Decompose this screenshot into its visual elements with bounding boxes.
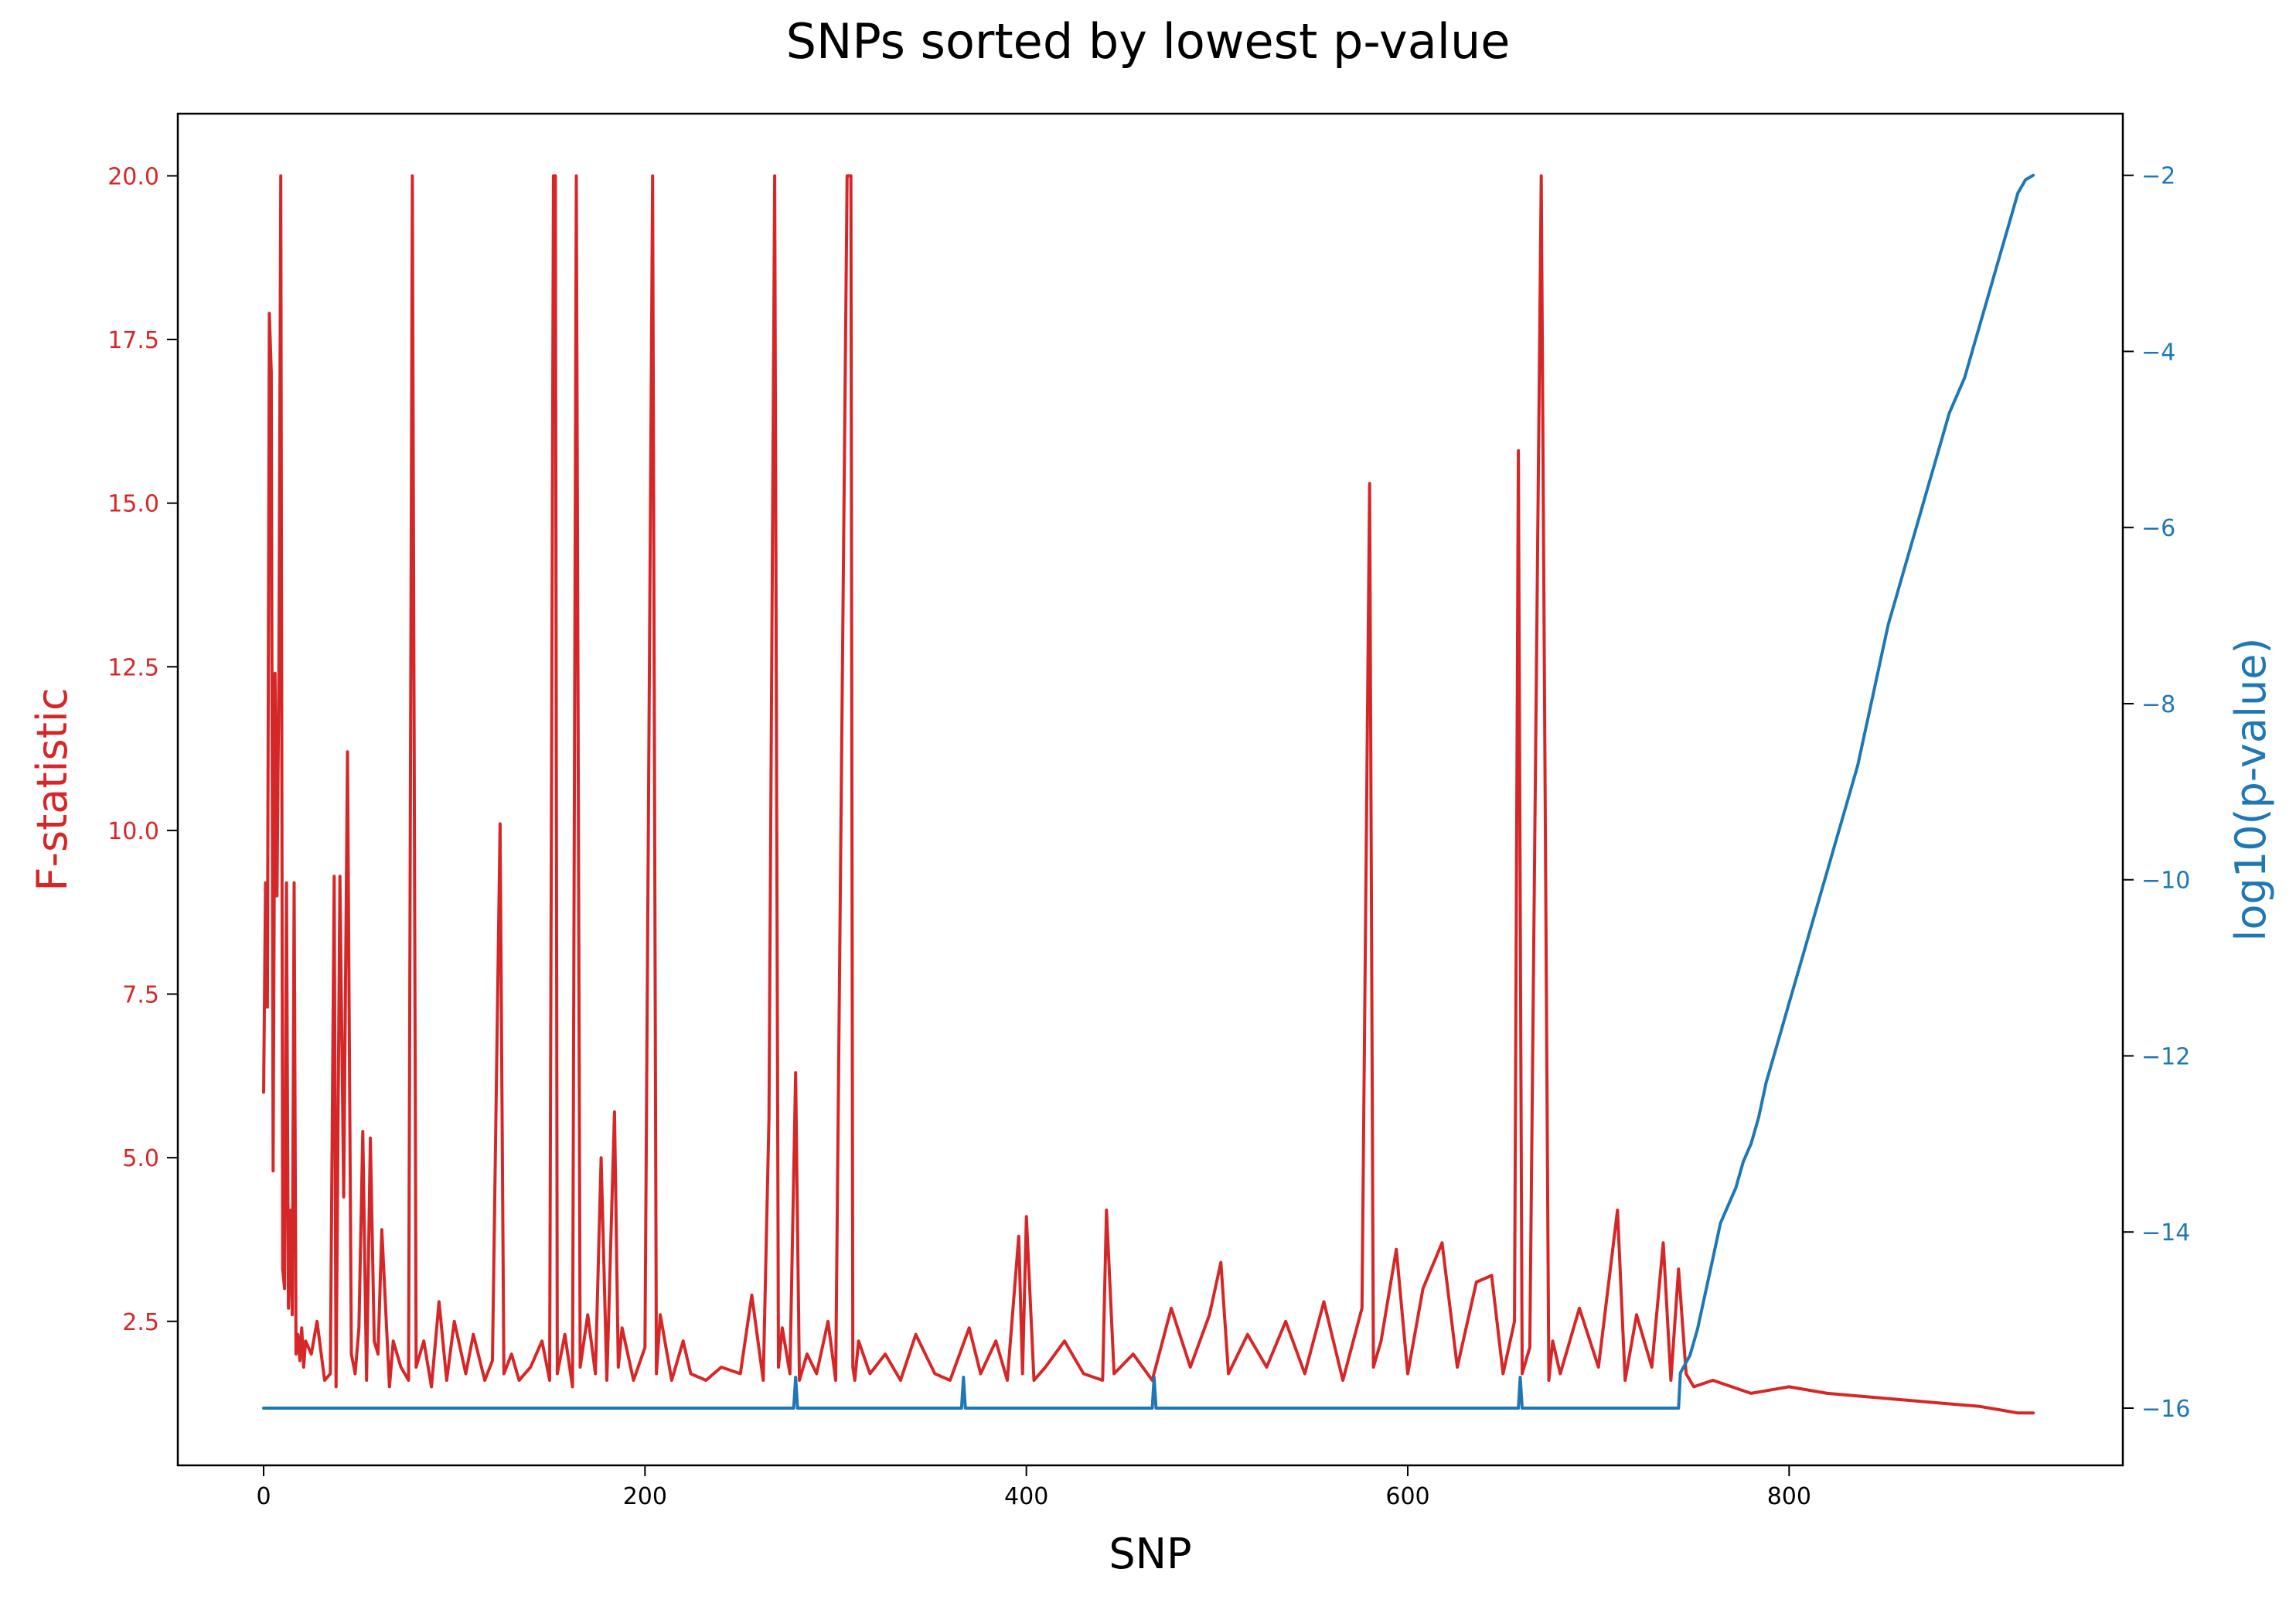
x-tick-label: 400 [1004, 1483, 1048, 1510]
y-left-tick-label: 15.0 [107, 491, 159, 518]
y-right-tick-label: −16 [2141, 1396, 2190, 1423]
y-left-tick-label: 5.0 [122, 1145, 159, 1172]
y-left-tick-label: 12.5 [107, 654, 159, 681]
x-tick-label: 0 [256, 1483, 271, 1510]
y-right-tick-label: −8 [2141, 691, 2175, 718]
x-tick-label: 200 [623, 1483, 667, 1510]
x-axis-label: SNP [1109, 1530, 1191, 1578]
y-axis-label-left: F-statistic [28, 687, 77, 891]
f-statistic-line [262, 174, 2035, 1415]
y-axis-label-right: log10(p-value) [2226, 638, 2275, 942]
axis-ticks: 0 200 400 600 800 2.5 5.0 7.5 10.0 12.5 15.0 17.5 20… [107, 163, 2190, 1510]
y-right-tick-label: −4 [2141, 339, 2175, 366]
y-right-tick-label: −10 [2141, 868, 2190, 895]
log10-p-value-line [262, 173, 2035, 1410]
y-left-tick-label: 2.5 [122, 1309, 159, 1336]
y-left-tick-label: 10.0 [107, 818, 159, 845]
y-right-tick-label: −6 [2141, 515, 2175, 542]
y-left-tick-label: 7.5 [122, 982, 159, 1009]
chart-title: SNPs sorted by lowest p-value [786, 13, 1511, 70]
series-lines [262, 173, 2035, 1415]
plot-frame [176, 112, 2124, 1467]
y-right-tick-label: −14 [2141, 1219, 2190, 1247]
y-right-tick-label: −2 [2141, 163, 2175, 190]
y-left-tick-label: 17.5 [107, 327, 159, 354]
y-left-tick-label: 20.0 [107, 163, 159, 190]
x-tick-label: 800 [1767, 1483, 1811, 1510]
y-right-tick-label: −12 [2141, 1043, 2190, 1070]
x-tick-label: 600 [1385, 1483, 1429, 1510]
